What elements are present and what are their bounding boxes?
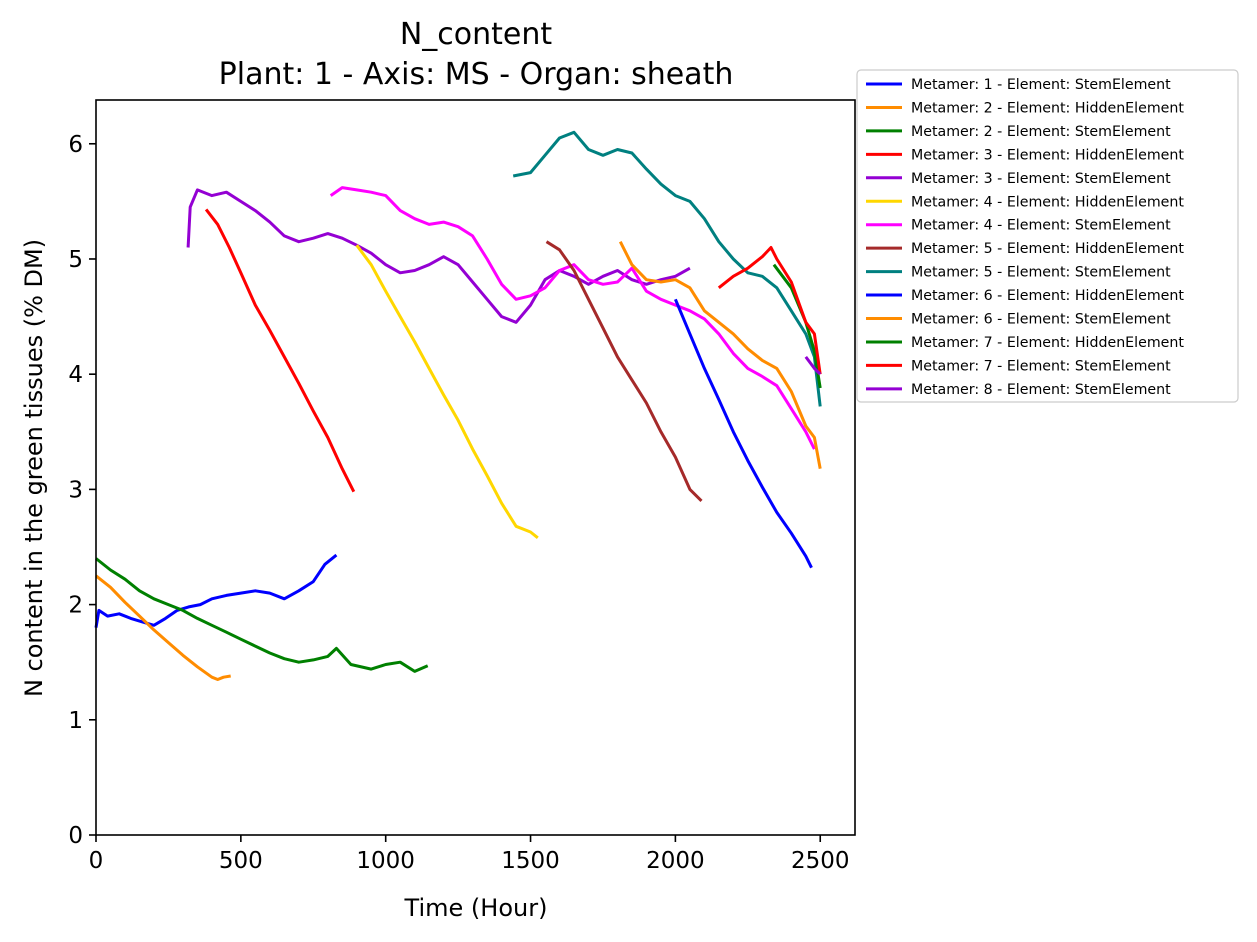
series-line-12 bbox=[772, 263, 822, 389]
legend-label-3: Metamer: 2 - Element: StemElement bbox=[911, 124, 1171, 140]
legend-label-7: Metamer: 4 - Element: StemElement bbox=[911, 218, 1171, 234]
plot-lines bbox=[94, 130, 822, 681]
y-tick-label: 2 bbox=[68, 593, 83, 619]
legend-label-5: Metamer: 3 - Element: StemElement bbox=[911, 171, 1171, 187]
y-tick-label: 3 bbox=[68, 477, 83, 503]
x-tick-label: 500 bbox=[219, 848, 263, 874]
series-line-3 bbox=[95, 557, 429, 673]
series-line-13 bbox=[717, 246, 822, 375]
legend-label-12: Metamer: 7 - Element: HiddenElement bbox=[911, 335, 1184, 351]
x-tick-label: 1000 bbox=[356, 848, 415, 874]
legend-label-4: Metamer: 3 - Element: HiddenElement bbox=[911, 147, 1184, 163]
series-line-2 bbox=[95, 574, 231, 681]
legend-label-14: Metamer: 8 - Element: StemElement bbox=[911, 382, 1171, 398]
series-line-1 bbox=[94, 553, 338, 628]
x-tick-label: 1500 bbox=[501, 848, 560, 874]
y-axis-label: N content in the green tissues (% DM) bbox=[20, 239, 48, 697]
legend-label-11: Metamer: 6 - Element: StemElement bbox=[911, 312, 1171, 328]
series-line-7 bbox=[329, 186, 816, 450]
x-tick-label: 0 bbox=[89, 848, 104, 874]
series-line-11 bbox=[618, 241, 822, 469]
series-line-14 bbox=[804, 356, 822, 376]
x-axis: 0 500 1000 1500 2000 2500 bbox=[89, 835, 850, 874]
x-tick-label: 2500 bbox=[791, 848, 850, 874]
x-axis-label: Time (Hour) bbox=[404, 894, 548, 922]
y-tick-label: 6 bbox=[68, 132, 83, 158]
y-tick-label: 5 bbox=[68, 247, 83, 273]
series-line-4 bbox=[204, 208, 356, 493]
legend: Metamer: 1 - Element: StemElement Metamer… bbox=[856, 69, 1239, 403]
y-tick-label: 1 bbox=[68, 708, 83, 734]
y-axis: 0 1 2 3 4 5 6 bbox=[68, 132, 96, 849]
legend-label-2: Metamer: 2 - Element: HiddenElement bbox=[911, 100, 1184, 116]
series-line-10 bbox=[674, 298, 813, 569]
legend-label-13: Metamer: 7 - Element: StemElement bbox=[911, 358, 1171, 374]
legend-label-1: Metamer: 1 - Element: StemElement bbox=[911, 77, 1171, 93]
x-tick-label: 2000 bbox=[646, 848, 705, 874]
legend-label-6: Metamer: 4 - Element: HiddenElement bbox=[911, 194, 1184, 210]
chart-subtitle: Plant: 1 - Axis: MS - Organ: sheath bbox=[219, 57, 734, 92]
legend-items: Metamer: 1 - Element: StemElement Metamer… bbox=[866, 77, 1184, 398]
y-tick-label: 0 bbox=[68, 823, 83, 849]
y-tick-label: 4 bbox=[68, 362, 83, 388]
series-line-8 bbox=[545, 240, 703, 502]
legend-label-8: Metamer: 5 - Element: HiddenElement bbox=[911, 241, 1184, 257]
legend-frame bbox=[856, 69, 1239, 403]
plot-frame bbox=[95, 99, 856, 836]
legend-label-9: Metamer: 5 - Element: StemElement bbox=[911, 265, 1171, 281]
chart-title: N_content bbox=[400, 17, 553, 52]
series-line-6 bbox=[355, 244, 539, 539]
legend-label-10: Metamer: 6 - Element: HiddenElement bbox=[911, 288, 1184, 304]
series-line-9 bbox=[512, 130, 822, 407]
series-line-5 bbox=[186, 188, 691, 324]
